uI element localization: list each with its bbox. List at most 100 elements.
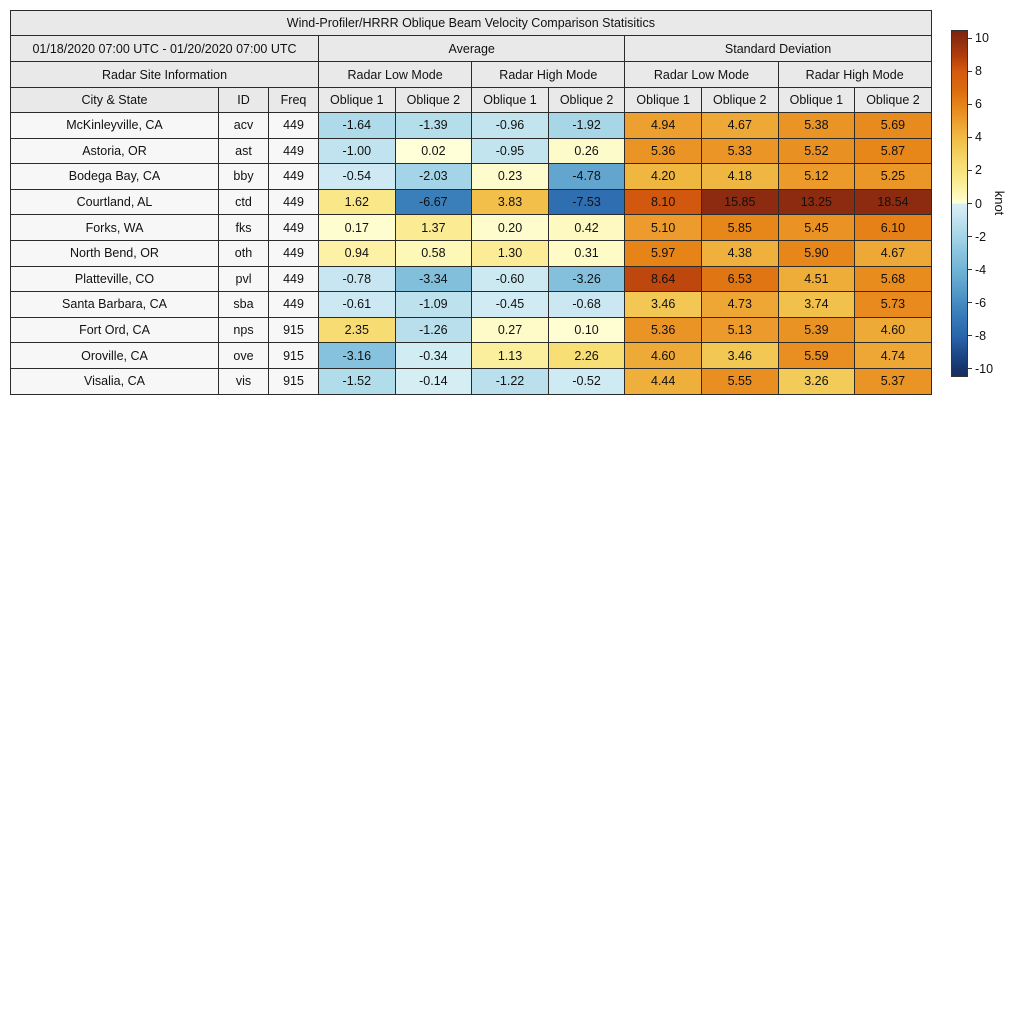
freq-cell: 449 (268, 163, 319, 190)
value-cell: -3.34 (394, 265, 473, 293)
id-cell: vis (218, 367, 269, 395)
value-cell: 5.38 (777, 112, 856, 139)
value-cell: 4.67 (700, 112, 779, 139)
oblique2-header: Oblique 2 (547, 87, 626, 113)
oblique2-header: Oblique 2 (854, 87, 932, 113)
value-cell: 2.26 (547, 342, 626, 369)
value-cell: 4.60 (854, 316, 932, 344)
freq-cell: 915 (268, 316, 319, 344)
value-cell: -0.54 (318, 163, 396, 190)
value-cell: 5.90 (777, 239, 856, 267)
value-cell: -0.96 (471, 112, 549, 139)
value-cell: 4.38 (700, 239, 779, 267)
value-cell: 0.42 (547, 214, 626, 241)
value-cell: 4.73 (700, 291, 779, 318)
value-cell: 4.74 (854, 342, 932, 369)
value-cell: 5.52 (777, 137, 856, 165)
colorbar-tick-label: -6 (975, 295, 987, 310)
colorbar-unit-label: knot (992, 190, 1007, 216)
city-cell: Courtland, AL (10, 188, 219, 216)
value-cell: -0.60 (471, 265, 549, 293)
value-cell: 6.10 (854, 214, 932, 241)
value-cell: 0.10 (547, 316, 626, 344)
value-cell: -0.52 (547, 367, 626, 395)
value-cell: 5.45 (777, 214, 856, 241)
value-cell: 4.94 (624, 112, 702, 139)
velocity-comparison-table: Wind-Profiler/HRRR Oblique Beam Velocity… (10, 10, 932, 395)
table-row: Platteville, CO pvl 449 -0.78 -3.34 -0.60 -3.2… (10, 265, 932, 293)
value-cell: 0.02 (394, 137, 473, 165)
colorbar-tick-mark (968, 368, 972, 370)
freq-cell: 449 (268, 291, 319, 318)
colorbar-tick-mark (968, 302, 972, 304)
city-cell: Santa Barbara, CA (10, 291, 219, 318)
value-cell: 1.13 (471, 342, 549, 369)
value-cell: -1.92 (547, 112, 626, 139)
value-cell: 8.64 (624, 265, 702, 293)
id-cell: oth (218, 239, 269, 267)
city-cell: Forks, WA (10, 214, 219, 241)
table-row: Bodega Bay, CA bby 449 -0.54 -2.03 0.23 -4.78 4… (10, 163, 932, 190)
city-cell: Fort Ord, CA (10, 316, 219, 344)
value-cell: 15.85 (700, 188, 779, 216)
colorbar-tick-label: 4 (975, 130, 982, 145)
avg-high-mode-header: Radar High Mode (471, 61, 626, 88)
table-body: McKinleyville, CA acv 449 -1.64 -1.39 -0.96 -1… (10, 112, 932, 395)
city-cell: North Bend, OR (10, 239, 219, 267)
freq-cell: 449 (268, 188, 319, 216)
colorbar-tick-mark (968, 136, 972, 138)
value-cell: 3.26 (777, 367, 856, 395)
value-cell: 3.83 (471, 188, 549, 216)
value-cell: 4.51 (777, 265, 856, 293)
colorbar-tick-label: 2 (975, 163, 982, 178)
value-cell: -1.39 (394, 112, 473, 139)
colorbar-tick-label: 10 (975, 31, 989, 46)
value-cell: -1.52 (318, 367, 396, 395)
oblique1-header: Oblique 1 (471, 87, 549, 113)
freq-cell: 449 (268, 112, 319, 139)
value-cell: 5.25 (854, 163, 932, 190)
oblique2-header: Oblique 2 (700, 87, 779, 113)
id-cell: nps (218, 316, 269, 344)
city-cell: Astoria, OR (10, 137, 219, 165)
value-cell: 4.60 (624, 342, 702, 369)
colorbar-tick-mark (968, 103, 972, 105)
sd-high-mode-header: Radar High Mode (777, 61, 932, 88)
id-cell: bby (218, 163, 269, 190)
value-cell: -1.09 (394, 291, 473, 318)
table-row: Forks, WA fks 449 0.17 1.37 0.20 0.42 5.10 5.85 5… (10, 214, 932, 241)
value-cell: -6.67 (394, 188, 473, 216)
city-cell: Visalia, CA (10, 367, 219, 395)
id-cell: fks (218, 214, 269, 241)
value-cell: -2.03 (394, 163, 473, 190)
colorbar-tick-mark (968, 236, 972, 238)
value-cell: -3.16 (318, 342, 396, 369)
value-cell: -0.34 (394, 342, 473, 369)
city-cell: Oroville, CA (10, 342, 219, 369)
value-cell: 5.87 (854, 137, 932, 165)
value-cell: 5.12 (777, 163, 856, 190)
value-cell: -0.68 (547, 291, 626, 318)
site-info-header: Radar Site Information (10, 61, 319, 88)
value-cell: 5.36 (624, 316, 702, 344)
colorbar-tick-mark (968, 37, 972, 39)
colorbar-tick-label: -2 (975, 229, 987, 244)
colorbar-tick-label: 8 (975, 64, 982, 79)
oblique1-header: Oblique 1 (318, 87, 396, 113)
freq-cell: 915 (268, 367, 319, 395)
value-cell: -0.14 (394, 367, 473, 395)
value-cell: 13.25 (777, 188, 856, 216)
city-cell: Bodega Bay, CA (10, 163, 219, 190)
colorbar-tick-mark (968, 169, 972, 171)
value-cell: 3.46 (700, 342, 779, 369)
value-cell: 5.10 (624, 214, 702, 241)
id-cell: ctd (218, 188, 269, 216)
freq-cell: 449 (268, 265, 319, 293)
colorbar-tick-label: -10 (975, 361, 994, 376)
table-row: North Bend, OR oth 449 0.94 0.58 1.30 0.31 5.97… (10, 239, 932, 267)
value-cell: 5.36 (624, 137, 702, 165)
value-cell: 0.17 (318, 214, 396, 241)
colorbar (951, 30, 968, 377)
value-cell: 5.37 (854, 367, 932, 395)
